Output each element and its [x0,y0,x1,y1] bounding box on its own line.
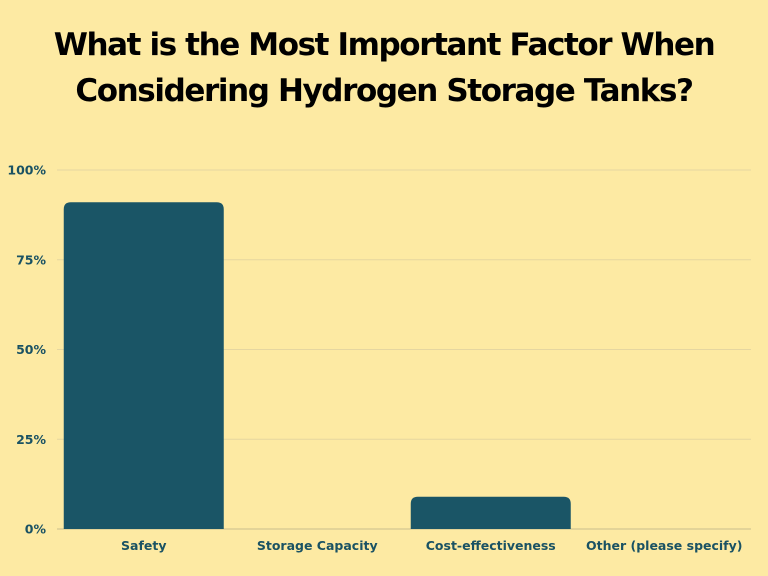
bar-cost-effectiveness [410,496,571,529]
x-tick-label: Other (please specify) [586,538,742,553]
x-tick-label: Safety [121,538,166,553]
y-tick-label: 100% [7,163,46,178]
y-axis-ticks: 0% 25% 50% 75% 100% [7,163,46,537]
bar-safety [63,202,224,529]
x-tick-label: Storage Capacity [257,538,378,553]
y-tick-label: 0% [25,522,47,537]
y-tick-label: 25% [16,432,46,447]
chart-title: What is the Most Important Factor When C… [0,22,768,114]
x-axis-labels: Safety Storage Capacity Cost-effectiveness… [121,538,742,553]
x-tick-label: Cost-effectiveness [426,538,556,553]
chart-title-line-1: What is the Most Important Factor When [53,27,716,63]
y-tick-label: 75% [16,252,46,267]
bars [63,202,571,529]
y-tick-label: 50% [16,342,46,357]
chart-title-line-2: Considering Hydrogen Storage Tanks? [75,73,694,109]
